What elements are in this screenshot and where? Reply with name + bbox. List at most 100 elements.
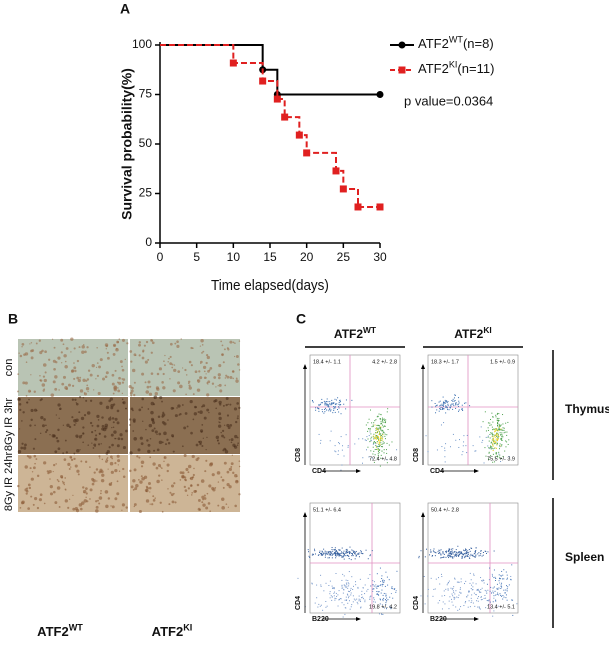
event-dot [503,569,505,571]
stain-dot [207,369,210,373]
stain-dot [147,380,151,384]
event-dot [380,581,382,583]
event-dot [447,403,449,405]
event-dot [502,429,504,431]
event-dot [494,456,496,458]
event-dot [455,555,457,557]
event-dot [459,591,461,593]
event-dot [469,606,471,608]
stain-dot [193,412,198,416]
event-dot [372,588,374,590]
stain-dot [121,365,123,368]
event-dot [340,598,342,600]
event-dot [377,450,379,452]
stain-dot [109,461,114,466]
event-dot [445,443,447,445]
event-dot [378,438,380,440]
stain-dot [103,435,107,438]
event-dot [435,552,437,554]
event-dot [435,405,437,407]
stain-dot [161,510,164,513]
event-dot [499,445,501,447]
event-dot [339,404,341,406]
stain-dot [111,382,115,386]
event-dot [368,428,370,430]
event-dot [459,587,461,589]
stain-dot [98,365,101,369]
event-dot [372,443,374,445]
stain-dot [207,380,211,384]
column-label: ATF2KI [454,325,491,341]
event-dot [364,599,366,601]
tissue-label: Thymus [565,402,609,416]
event-dot [467,606,469,608]
stain-dot [76,359,80,363]
stain-dot [141,406,143,409]
event-dot [335,554,337,556]
panel-label: C [296,311,306,327]
event-dot [448,554,450,556]
event-dot [459,588,461,590]
event-dot [341,556,343,558]
event-dot [502,595,504,597]
event-dot [373,461,375,463]
event-dot [507,586,509,588]
event-dot [496,583,498,585]
event-dot [476,600,478,602]
stain-dot [89,421,93,425]
stain-dot [169,362,173,365]
stain-dot [225,503,228,505]
stain-dot [206,393,210,397]
event-dot [496,430,498,432]
event-dot [461,557,463,559]
stain-dot [188,386,192,390]
event-dot [458,552,460,554]
stain-dot [147,443,151,447]
event-dot [314,553,316,555]
event-dot [355,550,357,552]
stain-dot [85,487,88,490]
event-dot [479,591,481,593]
event-dot [356,601,358,603]
event-dot [324,404,326,406]
quadrant-value: 4.2 +/- 2.8 [372,359,397,365]
event-dot [341,587,343,589]
event-dot [348,551,350,553]
event-dot [486,592,488,594]
event-dot [349,551,351,553]
event-dot [379,567,381,569]
stain-dot [230,438,234,442]
event-dot [331,585,333,587]
event-dot [488,603,490,605]
event-dot [444,456,446,458]
event-dot [352,585,354,587]
event-dot [369,429,371,431]
event-dot [387,408,389,410]
event-dot [357,603,359,605]
legend-label-part: WT [449,35,464,45]
event-dot [494,590,496,592]
stain-dot [190,494,193,496]
stain-dot [122,467,125,471]
event-dot [493,438,495,440]
event-dot [470,601,472,603]
legend-marker [398,66,406,74]
event-dot [338,411,340,413]
stain-dot [114,497,118,501]
event-dot [496,413,498,415]
event-dot [327,404,329,406]
event-dot [460,551,462,553]
stain-dot [223,424,226,426]
event-dot [493,440,495,442]
event-dot [471,589,473,591]
event-dot [441,403,443,405]
event-dot [451,593,453,595]
event-dot [462,553,464,555]
stain-dot [89,399,93,402]
event-dot [451,550,453,552]
stain-dot [132,479,136,483]
event-dot [452,557,454,559]
stain-dot [48,358,51,361]
event-dot [468,552,470,554]
event-dot [343,584,345,586]
